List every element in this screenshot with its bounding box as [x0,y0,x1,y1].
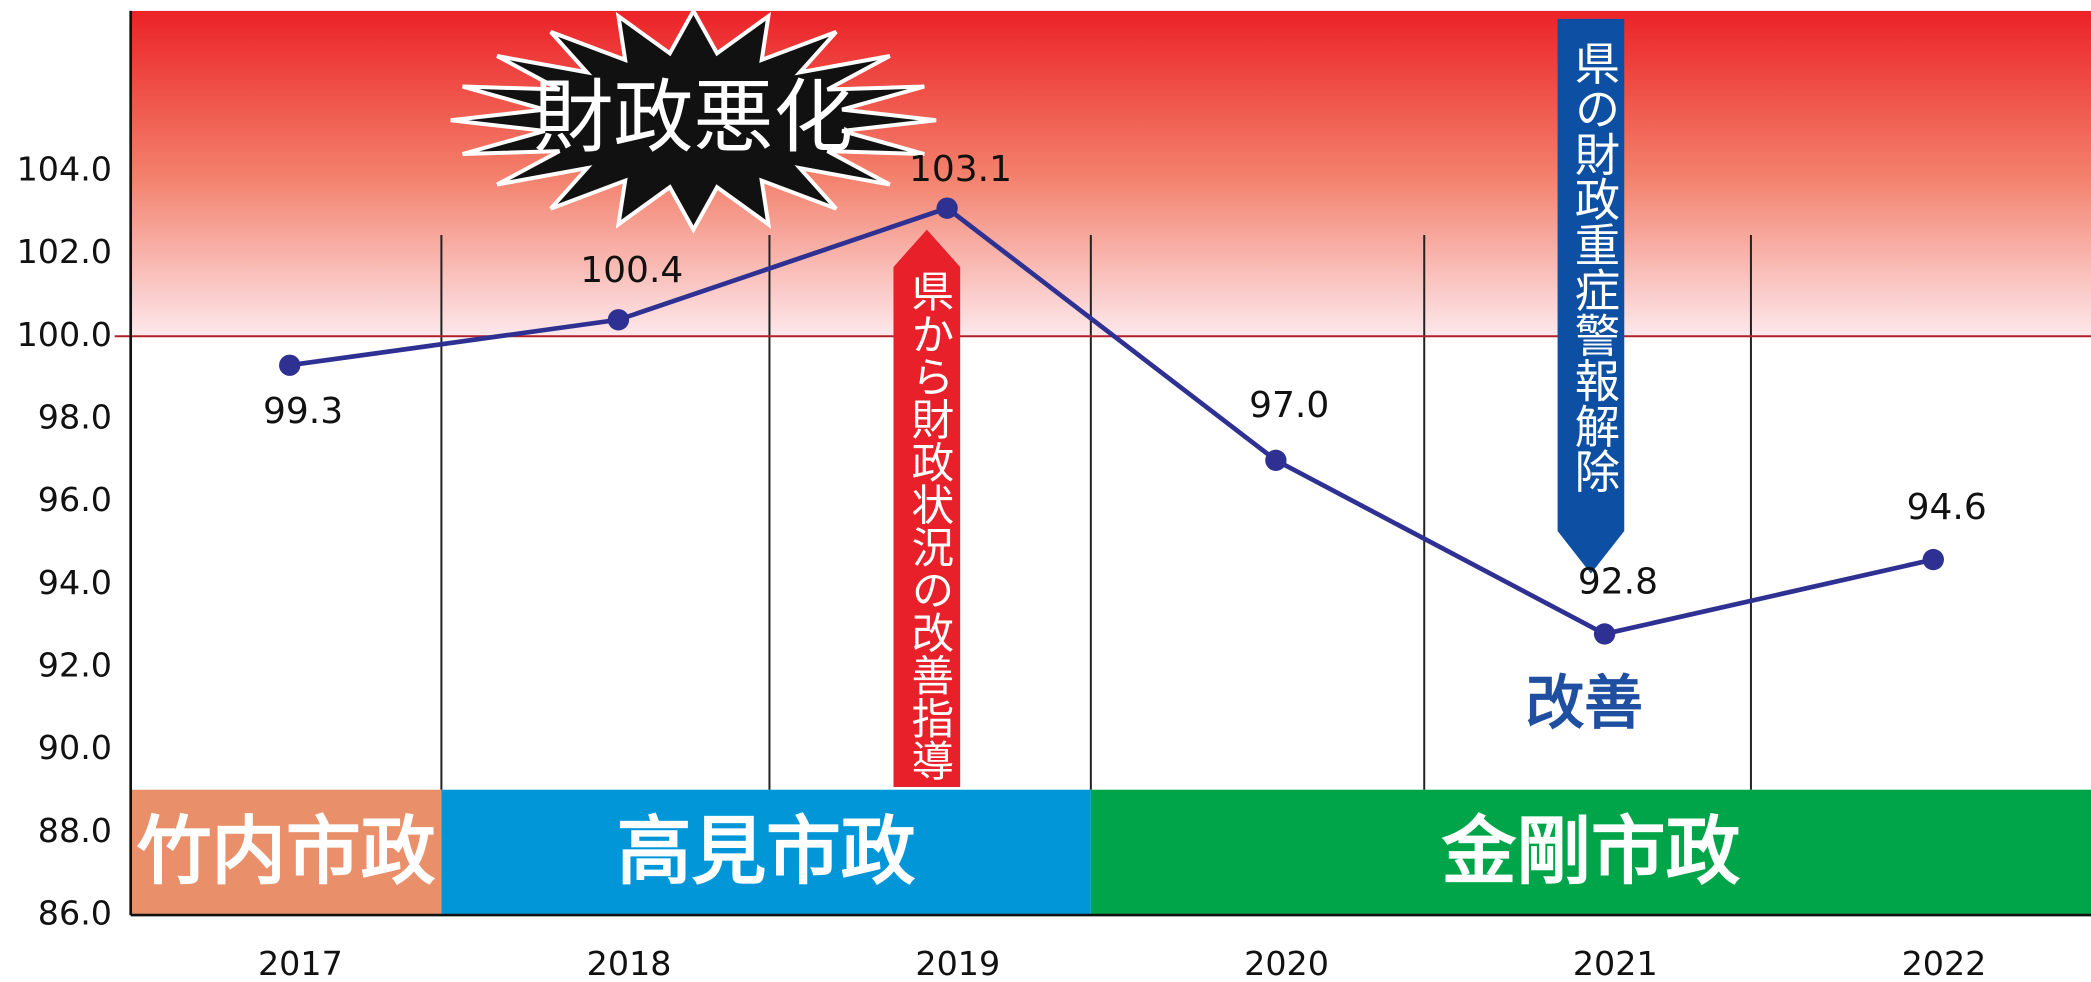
y-tick-label: 98.0 [38,397,112,436]
blue-arrow-label: 県の財政重症警報解除 [1567,40,1620,493]
point [1593,623,1616,645]
red-arrow-label: 県から財政状況の改善指導 [904,270,954,782]
data-label: 100.4 [580,250,683,291]
period-label: 竹内市政 [137,808,436,895]
period-band [1090,789,2091,916]
burst-label: 財政悪化 [533,71,853,164]
y-tick-label: 102.0 [17,232,112,271]
x-tick-label: 2019 [915,944,1000,982]
burst [450,6,937,234]
period-band [441,789,1091,916]
x-tick-label: 2020 [1244,944,1329,982]
point [1922,548,1944,571]
point [607,309,630,331]
x-tick-label: 2021 [1573,944,1658,982]
data-label: 97.0 [1249,385,1329,426]
y-tick-label: 104.0 [17,149,112,188]
line [289,205,1934,637]
y-tick-label: 94.0 [38,563,112,602]
data-label: 103.1 [909,149,1012,190]
x-tick-label: 2017 [258,944,343,982]
blue-arrow [1557,18,1625,574]
data-label: 94.6 [1907,487,1987,528]
x-tick-label: 2022 [1902,944,1987,982]
period-label: 金剛市政 [1442,808,1741,895]
red-arrow [893,229,961,788]
data-label: 92.8 [1578,561,1658,602]
y-tick-label: 90.0 [38,728,112,767]
y-tick-label: 86.0 [38,894,112,933]
y-tick-label: 88.0 [38,811,112,850]
warning-zone [130,10,2091,337]
point [936,197,958,219]
improve-label: 改善 [1526,669,1643,737]
point [279,354,301,376]
data-label: 99.3 [263,391,343,432]
y-tick-label: 96.0 [38,480,112,519]
point [1265,449,1287,471]
y-tick-label: 100.0 [17,315,112,354]
x-tick-label: 2018 [587,944,672,982]
period-band [130,789,442,916]
period-label: 高見市政 [617,808,916,895]
y-tick-label: 92.0 [38,646,112,685]
